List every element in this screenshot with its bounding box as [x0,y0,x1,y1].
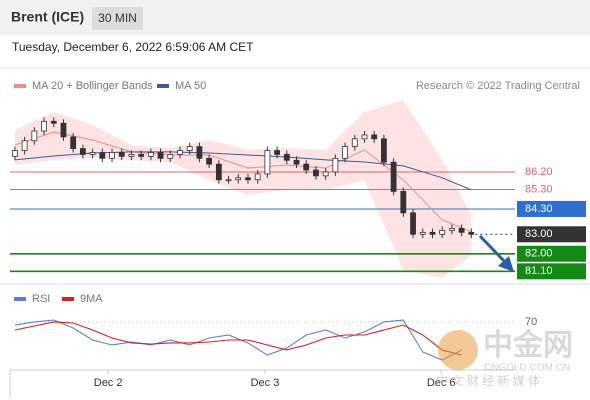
arrow-head [498,256,514,272]
level-label: 82.00 [525,248,553,260]
interval-label[interactable]: 30 MIN [98,11,137,25]
candle-body [50,120,57,124]
timestamp: Tuesday, December 6, 2022 6:59:06 AM CET [12,40,254,54]
candle-body [254,173,261,181]
level-box [517,263,586,280]
candle-body [322,171,329,177]
x-tick-label: Dec 3 [251,377,280,389]
candle-body [196,146,203,159]
candle-body [109,152,115,159]
candle-body [167,154,174,159]
candle-body [381,138,387,163]
candle-body [303,163,310,171]
level-label: 84.30 [525,203,553,215]
candle-body [400,191,407,214]
watermark: 中金网 CNGOLD.COM.CN 中 文 财 经 新 媒 体 [436,328,573,388]
candle-body [342,146,348,159]
level-label: 85.30 [525,183,553,195]
candle-body [274,150,280,155]
interval-badge[interactable] [92,7,143,30]
candle-body [99,152,106,159]
candle-body [215,163,222,181]
candle-body [235,177,242,181]
candle-body [60,122,67,138]
candle-body [419,231,426,235]
candle-body [21,140,28,151]
candle-body [31,130,38,142]
legend-label: 9MA [80,293,103,305]
candle-body [264,150,271,175]
candle-body [41,120,47,132]
candle-body [283,154,290,161]
candle-body [186,146,193,151]
watermark-logo [438,330,478,370]
forecast-arrow [478,234,507,264]
candle-body [245,177,251,181]
level-label: 83.00 [525,228,553,240]
candle-body [448,228,455,231]
source-credit: Research © 2022 Trading Central [416,80,580,92]
candle-body [410,212,416,235]
candle-body [12,150,18,157]
candle-body [439,229,446,235]
ma-line [14,131,472,233]
instrument-title: Brent (ICE) [11,9,84,25]
indicator-line [14,319,462,361]
level-box [517,226,586,243]
candle-body [128,154,135,157]
level-box [517,245,586,262]
watermark-slogan: 中 文 财 经 新 媒 体 [436,373,540,388]
watermark-name: 中金网 [483,328,573,362]
candle-body [177,150,183,155]
candle-body [157,152,164,159]
candle-body [429,231,436,235]
candle-body [458,228,465,233]
level-label: 81.10 [525,265,553,277]
candle-body [371,134,378,140]
candle-body [351,138,358,148]
legend-label: MA 50 [175,80,206,92]
x-tick-label: Dec 6 [427,377,456,389]
candle-body [313,169,319,177]
candle-body [468,231,475,235]
indicator-line [14,321,462,356]
header-bar [0,0,590,35]
candle-body [225,179,232,182]
watermark-site: CNGOLD.COM.CN [484,363,570,374]
level-label: 86.20 [525,166,553,178]
x-tick-label: Dec 2 [94,377,123,389]
level-box [517,200,586,217]
candle-body [332,157,339,173]
candle-body [118,152,125,157]
candle-body [138,154,145,157]
legend-label: MA 20 + Bollinger Bands [32,80,153,92]
y-tick-label: 70 [525,316,537,328]
candle-body [70,136,77,149]
legend-label: RSI [32,293,50,305]
candle-body [361,134,368,140]
candle-body [206,157,213,165]
candle-body [89,152,96,155]
candle-body [79,148,86,155]
candle-body [147,152,154,157]
candle-body [293,159,300,165]
candle-body [390,161,397,192]
